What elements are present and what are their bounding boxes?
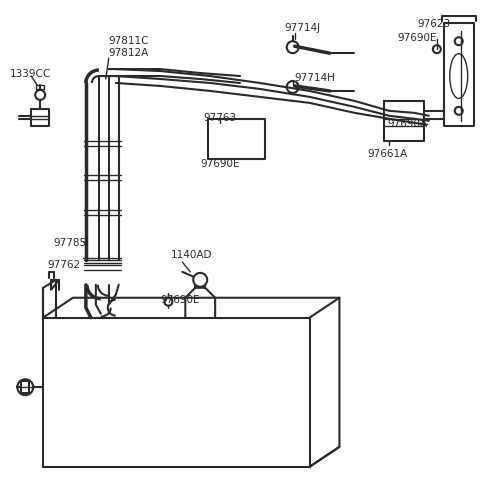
Text: 97785: 97785: [53, 238, 86, 248]
Text: 97812A: 97812A: [109, 48, 149, 58]
Text: 97811C: 97811C: [109, 36, 149, 46]
Text: 97763: 97763: [204, 113, 237, 123]
Text: 97690E: 97690E: [160, 295, 200, 305]
Text: 97661A: 97661A: [367, 149, 408, 159]
Circle shape: [35, 90, 45, 100]
Text: 97714H: 97714H: [295, 73, 336, 83]
Text: 97690E: 97690E: [200, 159, 240, 168]
Text: 97762: 97762: [47, 260, 80, 270]
Text: 1140AD: 1140AD: [170, 250, 212, 260]
Text: 97690E: 97690E: [397, 33, 437, 43]
Circle shape: [193, 273, 207, 287]
Text: 97623: 97623: [417, 19, 450, 29]
Text: 97690A: 97690A: [387, 119, 427, 129]
Text: 97714J: 97714J: [285, 23, 321, 33]
Text: 1339CC: 1339CC: [9, 69, 50, 79]
